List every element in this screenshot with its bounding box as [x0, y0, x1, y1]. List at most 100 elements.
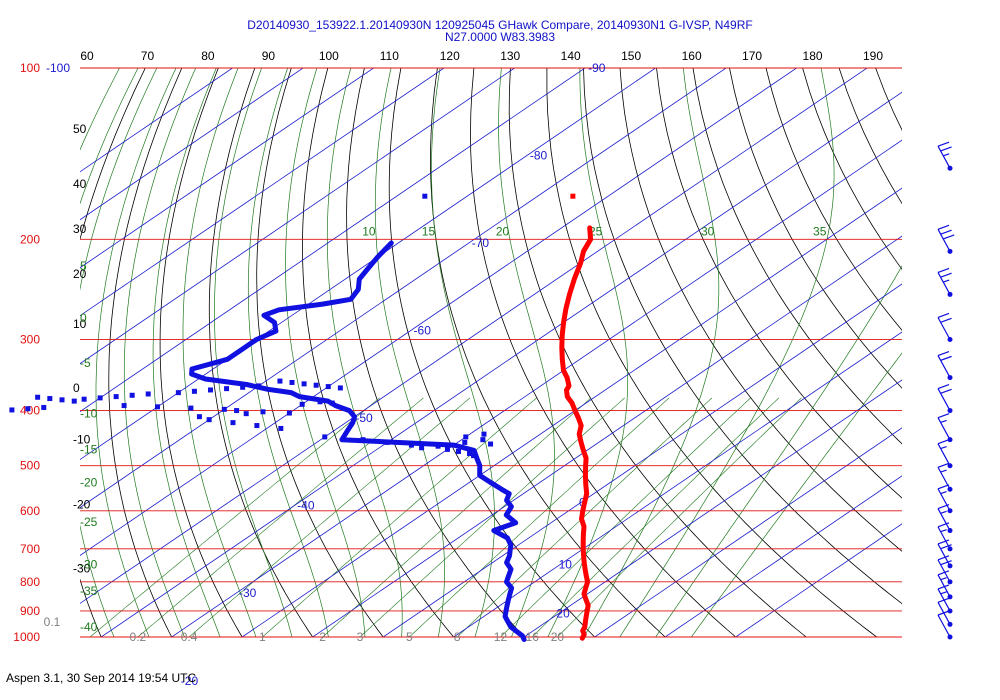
top-axis-tick-label: 170 [742, 49, 762, 63]
wind-barb-half-flag [940, 445, 947, 450]
mixing-ratio-label: 1 [259, 630, 266, 644]
wind-barb [937, 555, 953, 585]
dewpoint-point [488, 441, 494, 447]
isotherm-line [80, 68, 657, 461]
dewpoint-point [113, 394, 119, 400]
dewpoint-point [59, 397, 65, 403]
moist-adiabat-label: -25 [80, 515, 98, 529]
dewpoint-point [419, 445, 425, 451]
dewpoint-point [301, 381, 307, 387]
dewpoint-point [408, 442, 414, 448]
isotherm-label: -50 [355, 411, 373, 425]
wind-barb [937, 503, 953, 534]
dry-adiabat-line [80, 68, 146, 637]
temperature-point [570, 193, 576, 199]
dewpoint-point [196, 414, 202, 420]
top-axis-tick-label: 190 [863, 49, 883, 63]
moist-adiabat-labels-left: 5 0 -5 -10 -15 -20 -25 -30 -35 -40 [80, 259, 98, 634]
wind-barb-flag [940, 544, 952, 550]
dry-adiabat-label: 20 [73, 267, 87, 281]
mixing-ratio-label: 8 [454, 630, 461, 644]
wind-barb [937, 484, 953, 514]
top-axis-tick-label: 140 [561, 49, 581, 63]
wind-barb-flag [940, 355, 952, 361]
isotherms [80, 68, 902, 637]
dry-adiabat-line [388, 68, 596, 637]
dewpoint-point [278, 425, 284, 431]
dewpoint-point [129, 392, 135, 398]
isotherm-line [664, 475, 902, 637]
moist-adiabat-label: -35 [80, 584, 98, 598]
top-axis-tick-label: 80 [201, 49, 215, 63]
wind-barb-flag [942, 234, 955, 240]
dewpoint-point [289, 379, 295, 385]
pressure-tick-label: 800 [20, 575, 40, 589]
dry-adiabat-line [912, 68, 1000, 649]
moist-adiabat-line [285, 68, 366, 637]
dry-adiabat-line [302, 68, 455, 637]
mixing-ratio-label: 16 [526, 630, 540, 644]
isotherm-line [311, 235, 902, 637]
dry-adiabat-line [583, 68, 902, 605]
dewpoint-point [71, 398, 77, 404]
dewpoint-point [240, 384, 246, 390]
mixing-ratio-line [359, 397, 625, 637]
wind-barb-flag [940, 229, 952, 235]
top-axis-tick-label: 180 [803, 49, 823, 63]
wind-barb-half-flag [943, 279, 950, 283]
chart-title-line-1: D20140930_153922.1.20140930N 120925045 G… [247, 18, 753, 32]
isotherm-line [80, 68, 727, 508]
wind-barb-flag [937, 597, 950, 603]
wind-barb [937, 384, 953, 414]
dewpoint-point [25, 406, 31, 412]
isotherm-label: -100 [46, 61, 70, 75]
dry-adiabat-line [108, 68, 183, 637]
dry-adiabat-label: -10 [73, 433, 91, 447]
moist-adiabat-label: -40 [80, 620, 98, 634]
wind-barb-flag [937, 484, 950, 490]
mixing-ratio-line [188, 397, 471, 637]
dry-adiabat-line [256, 68, 384, 637]
mixing-ratio-line [89, 397, 380, 637]
mixing-ratio-line [408, 397, 670, 637]
isotherm-line [80, 68, 375, 269]
dry-adiabat-label: 30 [73, 222, 87, 236]
moist-adiabat-line [619, 68, 835, 637]
isotherm-line [80, 68, 516, 365]
mixing-ratio-line [500, 397, 751, 637]
plot-area [80, 68, 1000, 649]
dewpoint-point [175, 390, 181, 396]
moist-adiabat-label: -10 [80, 407, 98, 421]
wind-barb-half-flag [940, 510, 947, 514]
wind-barb-staff [937, 488, 951, 512]
wind-barb-flag [937, 570, 950, 576]
top-axis-tick-label: 130 [500, 49, 520, 63]
top-axis-tick-label: 160 [682, 49, 702, 63]
moist-adiabat-line [374, 68, 445, 637]
wind-barb-staff [937, 559, 951, 583]
wind-barb-flag [937, 312, 950, 319]
mixing-ratio-lines [89, 397, 802, 637]
dewpoint-point [481, 431, 487, 437]
top-axis-tick-label: 120 [440, 49, 460, 63]
top-axis-labels: 60 70 80 90 100 110 120 130 140 150 160 170 180 190 [80, 49, 883, 63]
dewpoint-point [154, 404, 160, 410]
moist-adiabat-line [431, 68, 495, 637]
chart-title-line-2: N27.0000 W83.3983 [444, 30, 556, 44]
mixing-ratio-label: 0.2 [130, 630, 147, 644]
dewpoint-point [422, 193, 428, 199]
isotherm-line [593, 427, 902, 637]
moist-adiabat-line [95, 68, 177, 637]
dewpoint-point [313, 382, 319, 388]
wind-barb-flag [940, 317, 952, 323]
wind-barb-flag [937, 351, 950, 357]
isobars [80, 67, 902, 638]
wind-barb-flag [937, 141, 950, 147]
dry-adiabat-label: 50 [73, 122, 87, 136]
moist-adiabat-label: -20 [80, 475, 98, 489]
wind-barb-flag [937, 584, 950, 590]
dry-adiabat-line [875, 68, 902, 131]
wind-barb [937, 267, 953, 297]
moist-adiabat-line [152, 68, 221, 637]
dewpoint-point [337, 385, 343, 391]
